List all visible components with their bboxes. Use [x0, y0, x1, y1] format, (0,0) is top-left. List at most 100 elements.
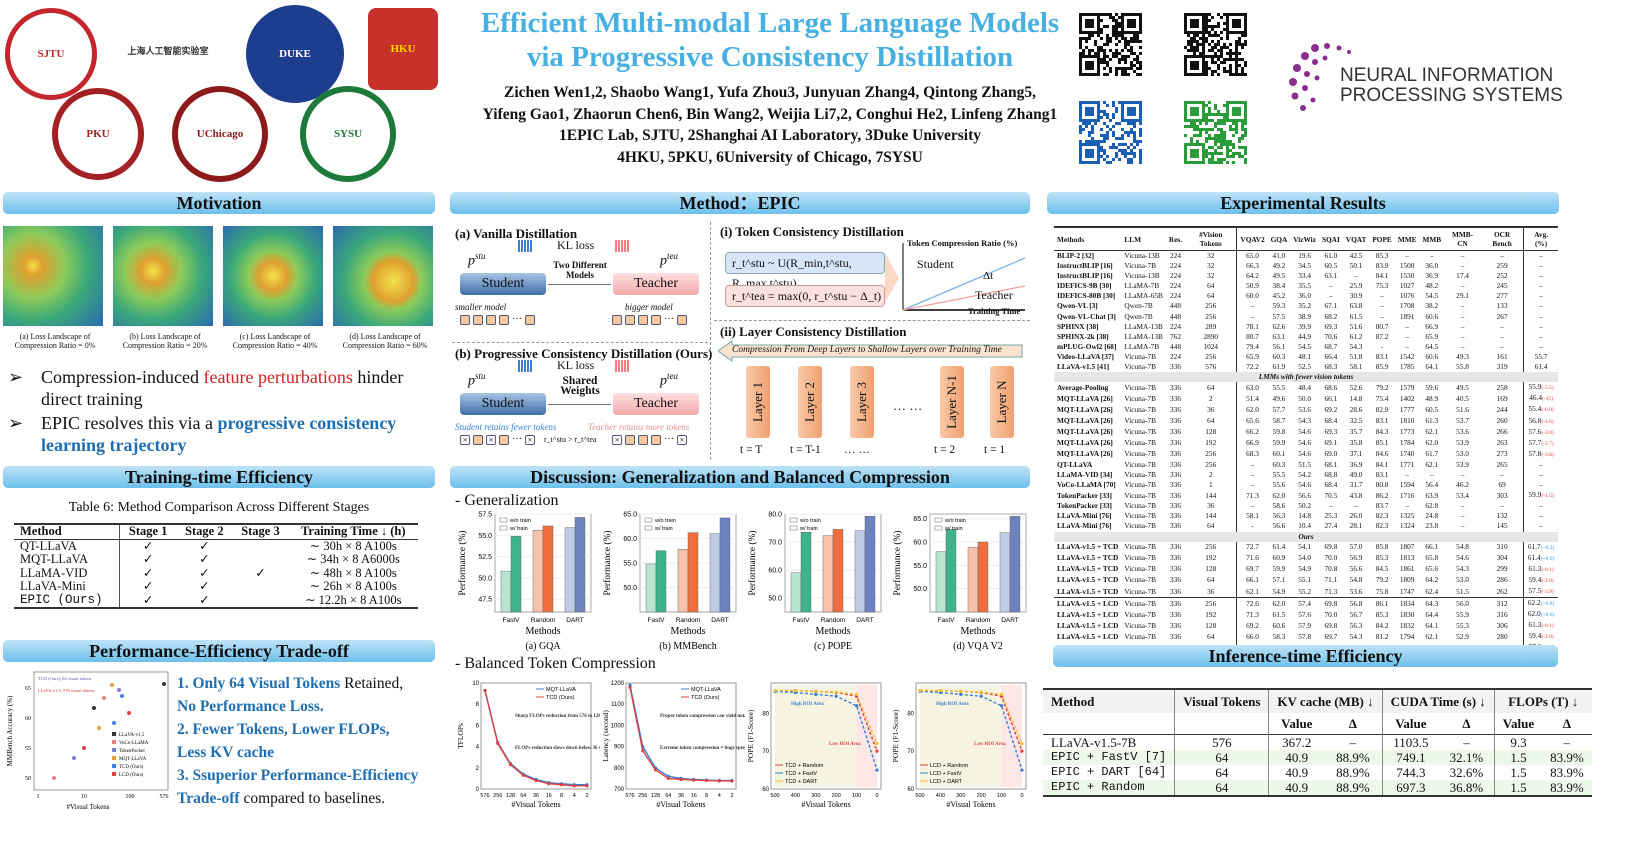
legend-label: w/ train — [654, 526, 673, 532]
table-row: MQT-LLaVA [26] Vicuna-7B 336 36 62.0 57.7 53.6… — [1054, 404, 1558, 416]
qr-code-github[interactable] — [1183, 12, 1247, 76]
cell: 28.1 — [1349, 521, 1363, 531]
qr-module — [1208, 128, 1211, 131]
qr-module — [1133, 52, 1136, 55]
qr-module — [1097, 49, 1100, 52]
qr-module — [1100, 46, 1103, 49]
avg-delta: (+0.8) — [1540, 601, 1555, 608]
qr-module — [1193, 55, 1196, 58]
method-name: LLaVA-v1.5 + LCD — [1057, 620, 1119, 630]
cell: 9.3 — [1494, 734, 1543, 750]
qr-module — [1214, 70, 1217, 73]
qr-module — [1139, 13, 1142, 16]
table-row: Average-Pooling Vicuna-7B 336 64 63.0 55.5 48.… — [1054, 382, 1558, 394]
cell: 30.9 — [1349, 291, 1363, 301]
cell: 1834 — [1394, 597, 1420, 610]
cell: – — [1460, 469, 1465, 479]
cell: 256 — [1185, 301, 1238, 312]
qr-module — [1121, 128, 1124, 131]
qr-module — [1118, 158, 1121, 161]
neurips-line-1: NEURAL INFORMATION — [1340, 65, 1554, 86]
qr-module — [1079, 140, 1082, 143]
qr-module — [1193, 73, 1196, 76]
cell: 69.3 — [1324, 321, 1338, 331]
x-tick-label: 256 — [638, 793, 647, 799]
qr-module — [1244, 152, 1247, 155]
cell: 40.5 — [1456, 393, 1469, 403]
qr-module — [1199, 143, 1202, 146]
qr-module — [1205, 149, 1208, 152]
superscript: tea — [667, 371, 678, 381]
token-icon — [499, 315, 509, 325]
cell: 64 — [1174, 765, 1270, 780]
qr-module — [1184, 158, 1187, 161]
method-name: LLaVA-Mini — [14, 579, 121, 594]
qr-module — [1112, 101, 1115, 104]
y-tick-label: 8 — [476, 702, 480, 708]
cell: – — [1250, 311, 1255, 321]
cell: Vicuna-7B — [1124, 362, 1156, 372]
cell: 59.9(-1.5) — [1528, 490, 1554, 500]
bar-w-train — [542, 525, 554, 613]
qr-module — [1223, 119, 1226, 122]
cell: 280 — [1481, 631, 1525, 643]
method-name: VoCo-LLaMA [70] — [1057, 480, 1116, 490]
cell: 65.0 — [1246, 251, 1259, 260]
layer-block: Layer N — [990, 366, 1014, 438]
qr-module — [1223, 28, 1226, 31]
cell: 259 — [1481, 261, 1525, 272]
qr-module — [1208, 19, 1211, 22]
qr-module — [1091, 73, 1094, 76]
qr-module — [1124, 40, 1127, 43]
qr-module — [1232, 58, 1235, 61]
qr-module — [1079, 52, 1082, 55]
cell: 1813 — [1399, 553, 1415, 563]
qr-module — [1109, 40, 1112, 43]
qr-module — [1097, 70, 1100, 73]
generalization-subheading: - Generalization — [455, 492, 559, 509]
column-header: MME — [1394, 227, 1420, 251]
table-row: LLaVA-v1.5 + TCD Vicuna-7B 336 128 69.7 59.9 5… — [1054, 563, 1558, 575]
cell: 32.6% — [1439, 765, 1495, 780]
column-header: GQA — [1267, 227, 1291, 251]
qr-module — [1196, 119, 1199, 122]
qr-code-paper[interactable] — [1078, 12, 1142, 76]
qr-module — [1118, 122, 1121, 125]
cell: ∼ 34h × 8 A6000s — [306, 552, 400, 566]
qr-module — [1097, 119, 1100, 122]
cell: 1024 — [1185, 341, 1238, 352]
avg-delta: (-0.1) — [1541, 566, 1554, 573]
qr-module — [1205, 119, 1208, 122]
cell: 59.9 — [1272, 438, 1286, 448]
cell: 48.4 — [1298, 382, 1311, 392]
qr-code-wechat[interactable] — [1183, 100, 1247, 164]
qr-module — [1136, 31, 1139, 34]
qr-module — [1193, 113, 1196, 116]
data-point — [1020, 741, 1024, 746]
training-time-table: Method Stage 1 Stage 2 Stage 3 Training Time… — [14, 523, 418, 609]
qr-module — [1088, 149, 1091, 152]
landscape-caption: (d) Loss Landscape of Compression Ratio … — [342, 332, 428, 350]
qr-module — [1193, 125, 1196, 128]
cell: 56.9 — [1349, 553, 1363, 563]
qr-module — [1097, 55, 1100, 58]
qr-module — [1085, 113, 1088, 116]
table-row: EPIC + DART [64] 64 40.9 88.9% 744.3 32.6% 1.5… — [1043, 765, 1592, 780]
qr-module — [1130, 61, 1133, 64]
qr-module — [1205, 22, 1208, 25]
x-tick-label: FastV — [793, 617, 811, 624]
qr-module — [1190, 19, 1193, 22]
qr-code-website[interactable] — [1078, 100, 1142, 164]
qr-module — [1112, 34, 1115, 37]
cell — [232, 553, 288, 567]
qr-module — [1217, 158, 1220, 161]
experimental-results-table: Methods LLM Res. #Vision Tokens VQAV2 GQA VizW… — [1054, 226, 1558, 655]
cell: – — [1539, 331, 1543, 341]
cell: 54.3 — [1349, 341, 1363, 351]
cell: 69.7 — [1324, 631, 1338, 641]
layer-ellipsis: … … — [893, 398, 923, 413]
cell: – — [1542, 734, 1592, 750]
qr-module — [1094, 31, 1097, 34]
cell: 56.8(-4.6) — [1528, 415, 1554, 425]
diagram-title: (b) Progressive Consistency Distillation… — [455, 346, 713, 361]
